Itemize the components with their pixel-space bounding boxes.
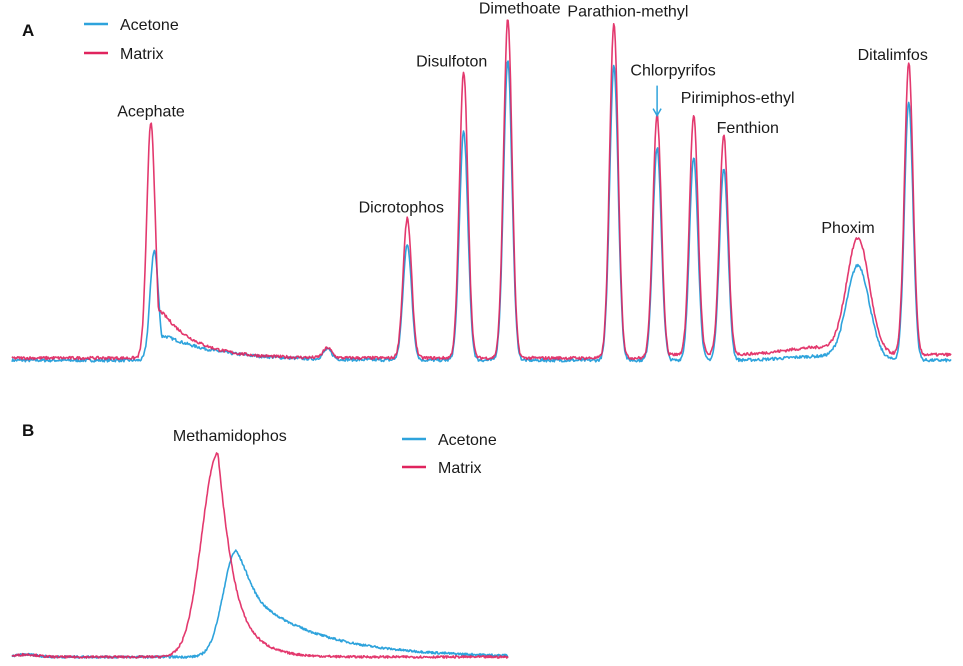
panel-b-peak-labels: Methamidophos [173,428,287,445]
peak-label-chlorpyrifos: Chlorpyrifos [630,63,715,80]
peak-label-phoxim: Phoxim [821,220,874,237]
panel-letter-b: B [22,421,34,440]
chlorpyrifos-arrowhead-icon [652,108,662,118]
peak-label-pirimiphos-ethyl: Pirimiphos-ethyl [681,90,795,107]
peak-label-parathion-methyl: Parathion-methyl [567,4,688,21]
peak-label-disulfoton: Disulfoton [416,54,487,71]
panel-a-peak-labels: Acephate Dicrotophos Disulfoton Dimethoate P… [117,0,928,237]
peak-label-acephate: Acephate [117,103,185,120]
panel-a: A Acetone Matrix Acephate Dicrotophos Disu… [11,0,952,363]
peak-label-dicrotophos: Dicrotophos [359,200,444,217]
peak-label-methamidophos: Methamidophos [173,428,287,445]
peak-label-fenthion: Fenthion [717,120,779,137]
legend-a-acetone-label: Acetone [120,17,179,34]
panel-a-traces [11,19,952,363]
legend-b: Acetone Matrix [402,432,497,477]
peak-label-dimethoate: Dimethoate [479,0,561,17]
panel-b: B Acetone Matrix Methamidophos [11,421,509,659]
legend-a-matrix-label: Matrix [120,46,164,63]
trace-b-acetone [11,549,509,659]
legend-b-acetone-label: Acetone [438,432,497,449]
trace-a-acetone [11,60,952,363]
legend-b-matrix-label: Matrix [438,460,482,477]
peak-label-ditalimfos: Ditalimfos [858,47,928,64]
trace-b-matrix [11,452,509,659]
trace-a-matrix [11,19,952,361]
panel-b-traces [11,452,509,659]
panel-letter-a: A [22,21,34,40]
legend-a: Acetone Matrix [84,17,179,63]
